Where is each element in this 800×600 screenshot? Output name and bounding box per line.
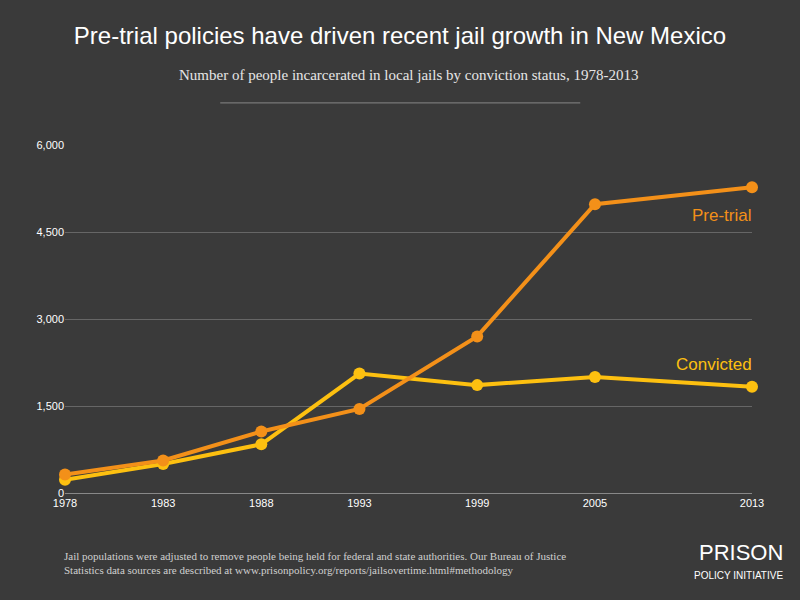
svg-text:1983: 1983	[151, 497, 175, 509]
svg-text:6,000: 6,000	[36, 139, 64, 151]
svg-text:1,500: 1,500	[36, 400, 64, 412]
svg-text:2013: 2013	[740, 497, 764, 509]
svg-text:1999: 1999	[465, 497, 489, 509]
svg-text:2005: 2005	[583, 497, 607, 509]
svg-text:Jail populations were adjusted: Jail populations were adjusted to remove…	[64, 550, 566, 576]
svg-text:Pre-trial: Pre-trial	[692, 206, 752, 225]
svg-text:1978: 1978	[53, 497, 77, 509]
svg-text:0: 0	[58, 487, 64, 499]
svg-text:1988: 1988	[249, 497, 273, 509]
svg-text:Pre-trial policies have driven: Pre-trial policies have driven recent ja…	[74, 22, 726, 49]
svg-text:1993: 1993	[347, 497, 371, 509]
svg-text:4,500: 4,500	[36, 226, 64, 238]
svg-text:3,000: 3,000	[36, 313, 64, 325]
svg-text:POLICY INITIATIVE: POLICY INITIATIVE	[694, 570, 783, 581]
svg-text:PRISON: PRISON	[699, 540, 783, 565]
svg-text:Number of people incarcerated: Number of people incarcerated in local j…	[179, 67, 638, 83]
svg-text:Convicted: Convicted	[676, 355, 752, 374]
